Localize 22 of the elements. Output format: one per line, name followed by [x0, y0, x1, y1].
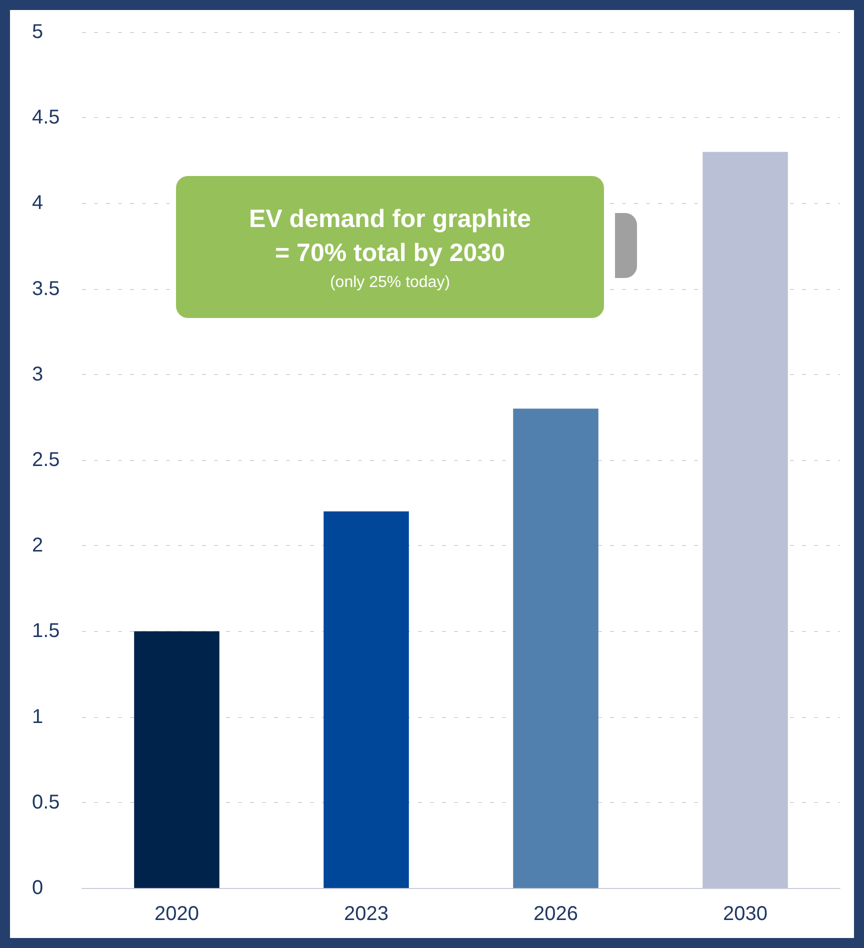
bar	[513, 408, 598, 888]
y-tick-label: 4	[32, 192, 44, 214]
y-tick-label: 1	[32, 706, 44, 728]
y-tick-label: 4.5	[32, 106, 60, 129]
y-tick-label: 2	[32, 534, 44, 557]
x-tick-label: 2030	[723, 903, 768, 925]
bar	[134, 631, 220, 888]
y-tick-label: 0.5	[32, 791, 60, 814]
y-tick-label: 3.5	[32, 278, 60, 300]
y-tick-label: 0	[32, 877, 44, 899]
bar	[702, 152, 788, 888]
callout-box: EV demand for graphite = 70% total by 2030 (only 25% today)	[176, 176, 604, 318]
y-tick-label: 3	[32, 363, 44, 386]
annotation: EV demand for graphite = 70% total by 2030	[248, 204, 532, 269]
y-tick-label: 1.5	[32, 620, 60, 642]
x-tick-label: 2023	[344, 903, 388, 925]
annotation: (only 25% today)	[328, 274, 452, 292]
x-tick-label: 2026	[534, 903, 578, 925]
bar	[324, 511, 409, 888]
y-tick-label: 5	[32, 21, 44, 43]
y-tick-label: 2.5	[32, 449, 60, 471]
x-tick-label: 2020	[154, 903, 199, 925]
